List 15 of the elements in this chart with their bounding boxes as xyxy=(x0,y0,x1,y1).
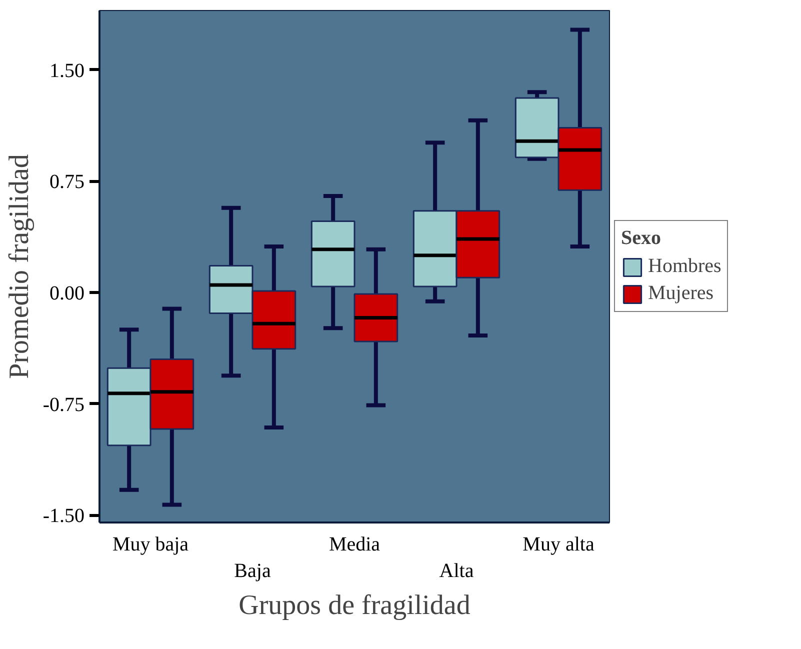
y-tick-label: 0.75 xyxy=(50,171,84,194)
y-tick-label: -0.75 xyxy=(42,394,85,416)
x-tick-label: Alta xyxy=(439,560,474,582)
x-tick-label: Muy baja xyxy=(112,534,189,556)
y-tick-label: 0.00 xyxy=(50,282,84,304)
x-tick-label: Muy alta xyxy=(522,534,594,556)
x-axis-title: Grupos de fragilidad xyxy=(238,590,470,621)
legend-label: Hombres xyxy=(648,255,722,278)
y-axis-title: Promedio fragilidad xyxy=(4,154,35,379)
legend-label: Mujeres xyxy=(648,282,714,305)
y-tick-label: -1.50 xyxy=(42,505,85,528)
y-tick-label: 1.50 xyxy=(50,60,84,82)
legend-title: Sexo xyxy=(621,227,662,250)
x-tick-label: Media xyxy=(328,534,380,556)
x-tick-label: Baja xyxy=(234,560,271,582)
